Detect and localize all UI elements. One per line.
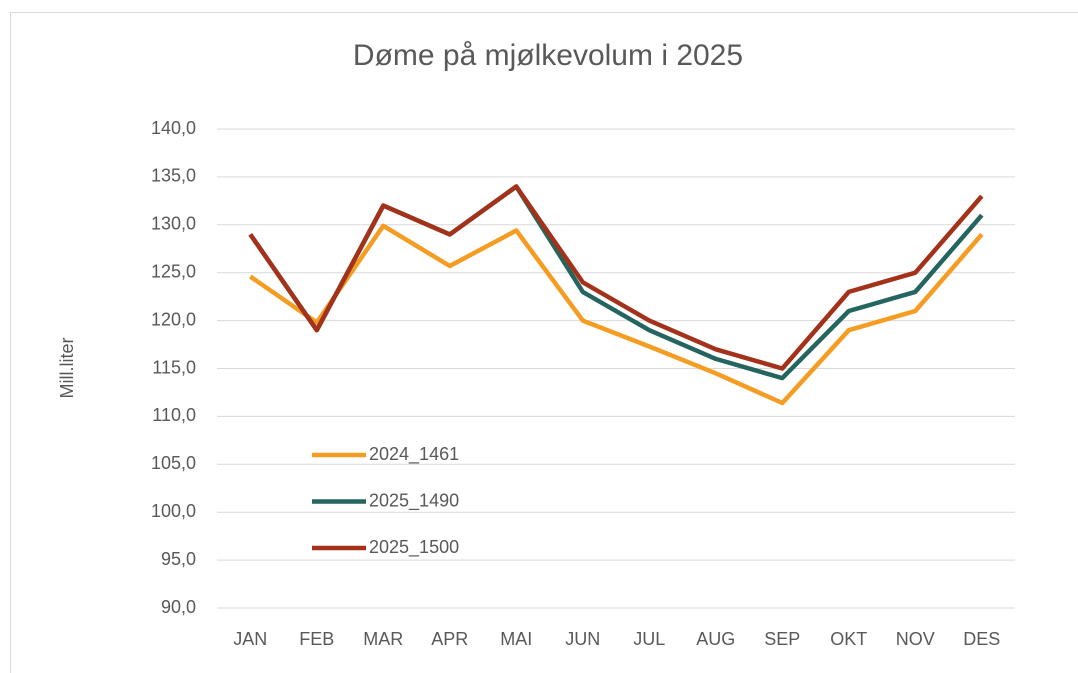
y-tick-label: 120,0 (151, 309, 196, 329)
x-tick-label: FEB (299, 629, 334, 649)
y-tick-label: 115,0 (152, 357, 196, 377)
series-line (248, 184, 984, 371)
y-tick-label: 140,0 (151, 118, 196, 138)
legend-label: 2025_1490 (369, 490, 459, 511)
x-tick-label: DES (963, 629, 1000, 649)
y-tick-label: 100,0 (151, 501, 196, 521)
x-tick-label: JUN (565, 629, 600, 649)
y-tick-label: 135,0 (151, 166, 196, 186)
x-tick-label: AUG (696, 629, 735, 649)
x-tick-label: NOV (896, 629, 935, 649)
y-tick-label: 110,0 (152, 405, 196, 425)
x-tick-label: MAI (500, 629, 532, 649)
x-tick-label: JAN (233, 629, 267, 649)
series-line (249, 223, 984, 406)
chart-border (10, 12, 1078, 673)
legend-label: 2024_1461 (369, 444, 459, 465)
y-tick-label: 90,0 (161, 597, 196, 617)
y-tick-label: 125,0 (151, 261, 196, 281)
legend-label: 2025_1500 (369, 537, 459, 558)
y-tick-label: 130,0 (151, 214, 196, 234)
y-axis-label: Mill.liter (57, 337, 77, 398)
x-tick-label: MAR (363, 629, 403, 649)
y-tick-label: 95,0 (161, 549, 196, 569)
y-tick-label: 105,0 (151, 453, 196, 473)
x-tick-label: APR (431, 629, 468, 649)
x-tick-label: SEP (764, 629, 800, 649)
chart-title: Døme på mjølkevolum i 2025 (353, 39, 743, 72)
x-tick-label: JUL (633, 629, 665, 649)
x-tick-label: OKT (830, 629, 867, 649)
